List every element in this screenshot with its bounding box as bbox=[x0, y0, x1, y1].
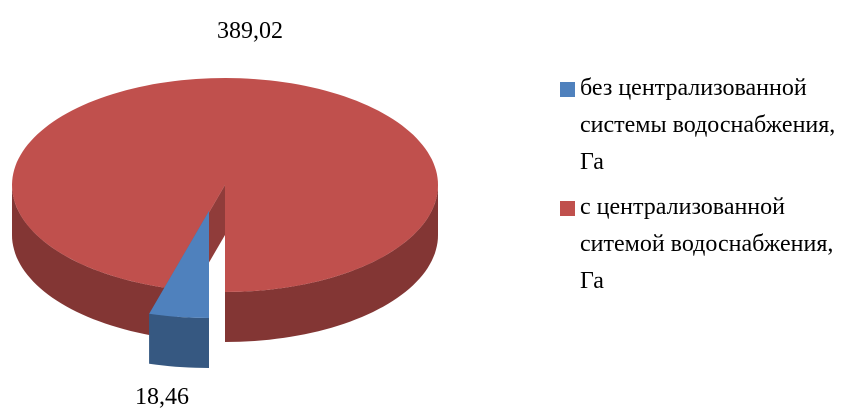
slice bbox=[149, 211, 209, 368]
data-label: 18,46 bbox=[135, 384, 189, 410]
slice-side bbox=[225, 185, 438, 342]
slice bbox=[12, 78, 438, 342]
slice-top bbox=[149, 211, 209, 318]
slice-top bbox=[12, 78, 438, 292]
slice-side bbox=[12, 185, 166, 338]
legend-item: с централизованной ситемой водоснабжения… bbox=[560, 189, 860, 300]
legend-item: без централизованной системы водоснабжен… bbox=[560, 70, 860, 181]
legend-swatch bbox=[560, 201, 575, 216]
legend: без централизованной системы водоснабжен… bbox=[560, 70, 860, 308]
slice-side bbox=[149, 313, 209, 368]
legend-swatch bbox=[560, 82, 575, 97]
data-label: 389,02 bbox=[217, 18, 283, 44]
pie-area: 389,02 18,46 bbox=[12, 18, 438, 410]
legend-label: с централизованной ситемой водоснабжения… bbox=[580, 194, 834, 294]
legend-label: без централизованной системы водоснабжен… bbox=[580, 75, 836, 175]
